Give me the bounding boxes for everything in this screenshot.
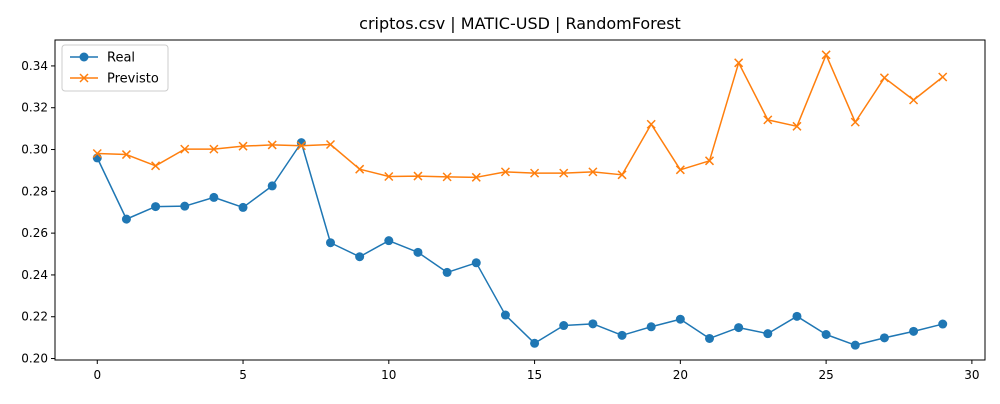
legend: Real Previsto xyxy=(61,44,169,92)
data-point-real xyxy=(530,338,540,348)
plot-area xyxy=(54,39,986,361)
data-point-previsto xyxy=(442,172,452,182)
x-tick-label: 0 xyxy=(93,368,101,382)
data-point-real xyxy=(92,153,102,163)
series-real xyxy=(92,138,948,350)
y-tick-label: 0.34 xyxy=(21,59,48,73)
data-point-previsto xyxy=(500,167,510,177)
x-tick-label: 30 xyxy=(964,368,979,382)
data-point-real xyxy=(384,236,394,246)
data-point-previsto xyxy=(180,144,190,154)
legend-marker-previsto xyxy=(79,73,89,83)
data-point-previsto xyxy=(530,168,540,178)
data-point-previsto xyxy=(151,161,161,171)
series-line-real xyxy=(96,141,943,346)
data-point-real xyxy=(938,319,948,329)
data-point-previsto xyxy=(938,72,948,82)
data-point-previsto xyxy=(325,139,336,150)
y-tick-label: 0.22 xyxy=(21,310,48,324)
data-point-real xyxy=(879,333,889,343)
data-point-previsto xyxy=(850,117,860,127)
y-tick-label: 0.32 xyxy=(21,101,48,115)
data-point-previsto xyxy=(792,121,802,131)
series-line-previsto xyxy=(97,54,944,179)
data-point-real xyxy=(588,319,598,329)
data-point-real xyxy=(413,247,423,257)
data-point-previsto xyxy=(909,95,919,105)
x-tick-label: 10 xyxy=(381,368,396,382)
data-point-real xyxy=(646,322,656,332)
data-point-real xyxy=(617,330,627,340)
x-tick-label: 5 xyxy=(239,368,247,382)
legend-entry-real: Real xyxy=(70,51,135,66)
data-point-real xyxy=(209,192,219,202)
data-point-previsto xyxy=(267,140,277,150)
y-tick-label: 0.26 xyxy=(21,226,48,240)
y-tick-label: 0.20 xyxy=(21,352,48,366)
data-point-real xyxy=(559,321,569,331)
chart-title: criptos.csv | MATIC-USD | RandomForest xyxy=(359,14,681,33)
data-point-previsto xyxy=(763,115,773,125)
data-point-previsto xyxy=(617,170,627,180)
legend-entry-previsto: Previsto xyxy=(70,72,159,87)
data-point-previsto xyxy=(296,141,306,151)
y-axis: 0.20 0.22 0.24 0.26 0.28 0.30 0.32 0.34 xyxy=(21,59,55,366)
data-point-real xyxy=(151,202,161,212)
data-point-previsto xyxy=(734,58,744,68)
data-point-previsto xyxy=(238,141,248,151)
data-point-real xyxy=(296,138,306,148)
series-layer xyxy=(92,50,948,350)
data-point-previsto xyxy=(588,167,598,177)
data-point-real xyxy=(238,202,248,212)
data-point-real xyxy=(180,201,190,211)
data-point-previsto xyxy=(121,150,131,160)
data-point-previsto xyxy=(821,50,831,60)
data-point-real xyxy=(792,311,802,321)
data-point-real xyxy=(704,333,714,343)
data-point-real xyxy=(500,310,510,320)
data-point-previsto xyxy=(471,172,481,182)
data-point-real xyxy=(121,214,131,224)
data-point-previsto xyxy=(879,73,889,83)
data-point-real xyxy=(471,258,481,268)
x-tick-label: 15 xyxy=(527,368,542,382)
legend-label-previsto: Previsto xyxy=(107,72,159,87)
data-point-real xyxy=(267,181,277,191)
data-point-real xyxy=(442,267,452,277)
y-tick-label: 0.28 xyxy=(21,184,48,198)
legend-marker-real xyxy=(79,52,89,62)
data-point-real xyxy=(850,340,860,350)
data-point-real xyxy=(675,314,685,324)
data-point-real xyxy=(734,323,744,333)
plot-frame xyxy=(54,39,986,361)
data-point-previsto xyxy=(92,148,102,159)
data-point-real xyxy=(909,326,919,336)
data-point-previsto xyxy=(384,171,394,182)
data-point-previsto xyxy=(209,144,219,154)
x-tick-label: 20 xyxy=(673,368,688,382)
data-point-real xyxy=(355,252,365,262)
data-point-previsto xyxy=(675,165,685,175)
y-tick-label: 0.30 xyxy=(21,143,48,157)
data-point-previsto xyxy=(413,171,423,181)
data-point-real xyxy=(763,329,773,339)
y-tick-label: 0.24 xyxy=(21,268,48,282)
data-point-previsto xyxy=(646,119,656,129)
data-point-previsto xyxy=(559,168,569,178)
data-point-previsto xyxy=(704,156,715,166)
data-point-previsto xyxy=(355,164,365,174)
legend-label-real: Real xyxy=(107,51,135,66)
x-axis: 0 5 10 15 20 25 30 xyxy=(93,360,980,382)
data-point-real xyxy=(326,238,336,248)
data-point-real xyxy=(821,330,831,340)
series-previsto xyxy=(92,50,948,182)
x-tick-label: 25 xyxy=(818,368,833,382)
